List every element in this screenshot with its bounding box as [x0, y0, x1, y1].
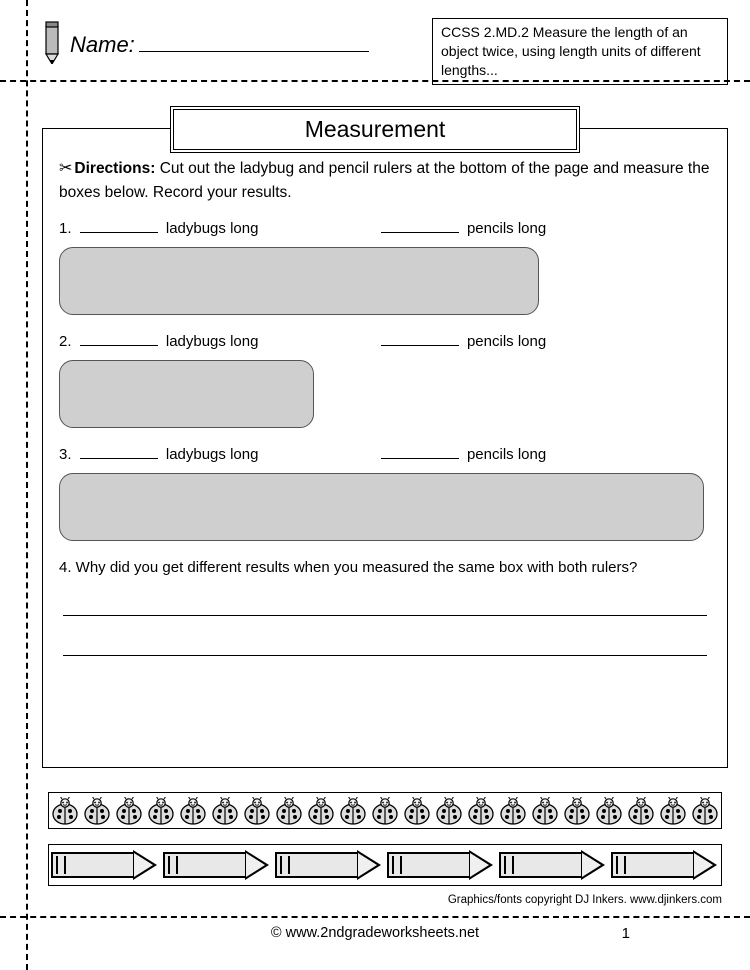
worksheet-title: Measurement [170, 106, 580, 153]
q1-unit-b: pencils long [467, 220, 546, 237]
ladybug-icon [146, 797, 176, 825]
ladybug-icon [338, 797, 368, 825]
directions: ✂Directions: Cut out the ladybug and pen… [59, 157, 711, 204]
pencil-unit-icon [51, 851, 159, 879]
pencil-unit-icon [163, 851, 271, 879]
scissors-icon: ✂ [59, 157, 72, 181]
ladybug-ruler [48, 792, 722, 829]
q3-blank-b[interactable] [381, 458, 459, 459]
ladybug-icon [594, 797, 624, 825]
credit-text: Graphics/fonts copyright DJ Inkers. www.… [448, 894, 722, 906]
measure-box-2 [59, 360, 314, 428]
q3-unit-b: pencils long [467, 446, 546, 463]
standard-box: CCSS 2.MD.2 Measure the length of an obj… [432, 18, 728, 85]
cut-line-left [26, 0, 28, 970]
q3-unit-a: ladybugs long [166, 446, 259, 463]
q1-blank-a[interactable] [80, 232, 158, 233]
q3-number: 3. [59, 446, 72, 463]
directions-text: Cut out the ladybug and pencil rulers at… [59, 160, 709, 201]
footer-text: © www.2ndgradeworksheets.net [271, 925, 479, 941]
ladybug-icon [466, 797, 496, 825]
q2-blank-b[interactable] [381, 345, 459, 346]
pencil-unit-icon [275, 851, 383, 879]
ladybug-icon [658, 797, 688, 825]
graphics-credit: Graphics/fonts copyright DJ Inkers. www.… [448, 894, 722, 906]
question-4: 4. Why did you get different results whe… [59, 559, 711, 576]
pencil-ruler [48, 844, 722, 886]
page-number-text: 1 [622, 925, 630, 942]
ladybug-icon [242, 797, 272, 825]
q4-answer-line-2[interactable] [63, 638, 707, 656]
name-label: Name: [70, 32, 369, 58]
ladybug-icon [626, 797, 656, 825]
q4-text: 4. Why did you get different results whe… [59, 559, 637, 576]
q2-blank-a[interactable] [80, 345, 158, 346]
q1-blank-b[interactable] [381, 232, 459, 233]
ladybug-icon [50, 797, 80, 825]
cut-line-bottom [0, 916, 750, 918]
q2-number: 2. [59, 333, 72, 350]
question-1-row: 1. ladybugs long pencils long [59, 220, 711, 237]
q1-number: 1. [59, 220, 72, 237]
measure-box-3 [59, 473, 704, 541]
question-3-row: 3. ladybugs long pencils long [59, 446, 711, 463]
measure-box-1 [59, 247, 539, 315]
ladybug-icon [210, 797, 240, 825]
page-number: 1 [622, 925, 630, 942]
ladybug-icon [530, 797, 560, 825]
q2-unit-b: pencils long [467, 333, 546, 350]
footer-copyright: © www.2ndgradeworksheets.net [0, 925, 750, 941]
main-content-frame: ✂Directions: Cut out the ladybug and pen… [42, 128, 728, 768]
ladybug-icon [82, 797, 112, 825]
q2-unit-a: ladybugs long [166, 333, 259, 350]
standard-text: CCSS 2.MD.2 Measure the length of an obj… [441, 24, 701, 78]
pencil-unit-icon [611, 851, 719, 879]
ladybug-icon [402, 797, 432, 825]
name-blank-line[interactable] [139, 32, 369, 52]
title-text: Measurement [305, 116, 446, 142]
ladybug-icon [306, 797, 336, 825]
ladybug-icon [114, 797, 144, 825]
name-label-text: Name: [70, 32, 135, 57]
ladybug-icon [370, 797, 400, 825]
ladybug-icon [178, 797, 208, 825]
pencil-unit-icon [387, 851, 495, 879]
pencil-decoration-icon [42, 18, 62, 64]
ladybug-icon [690, 797, 720, 825]
ladybug-icon [274, 797, 304, 825]
q4-answer-line-1[interactable] [63, 598, 707, 616]
pencil-unit-icon [499, 851, 607, 879]
ladybug-icon [498, 797, 528, 825]
question-2-row: 2. ladybugs long pencils long [59, 333, 711, 350]
ladybug-icon [434, 797, 464, 825]
directions-label: Directions: [74, 160, 155, 177]
q1-unit-a: ladybugs long [166, 220, 259, 237]
ladybug-icon [562, 797, 592, 825]
q3-blank-a[interactable] [80, 458, 158, 459]
